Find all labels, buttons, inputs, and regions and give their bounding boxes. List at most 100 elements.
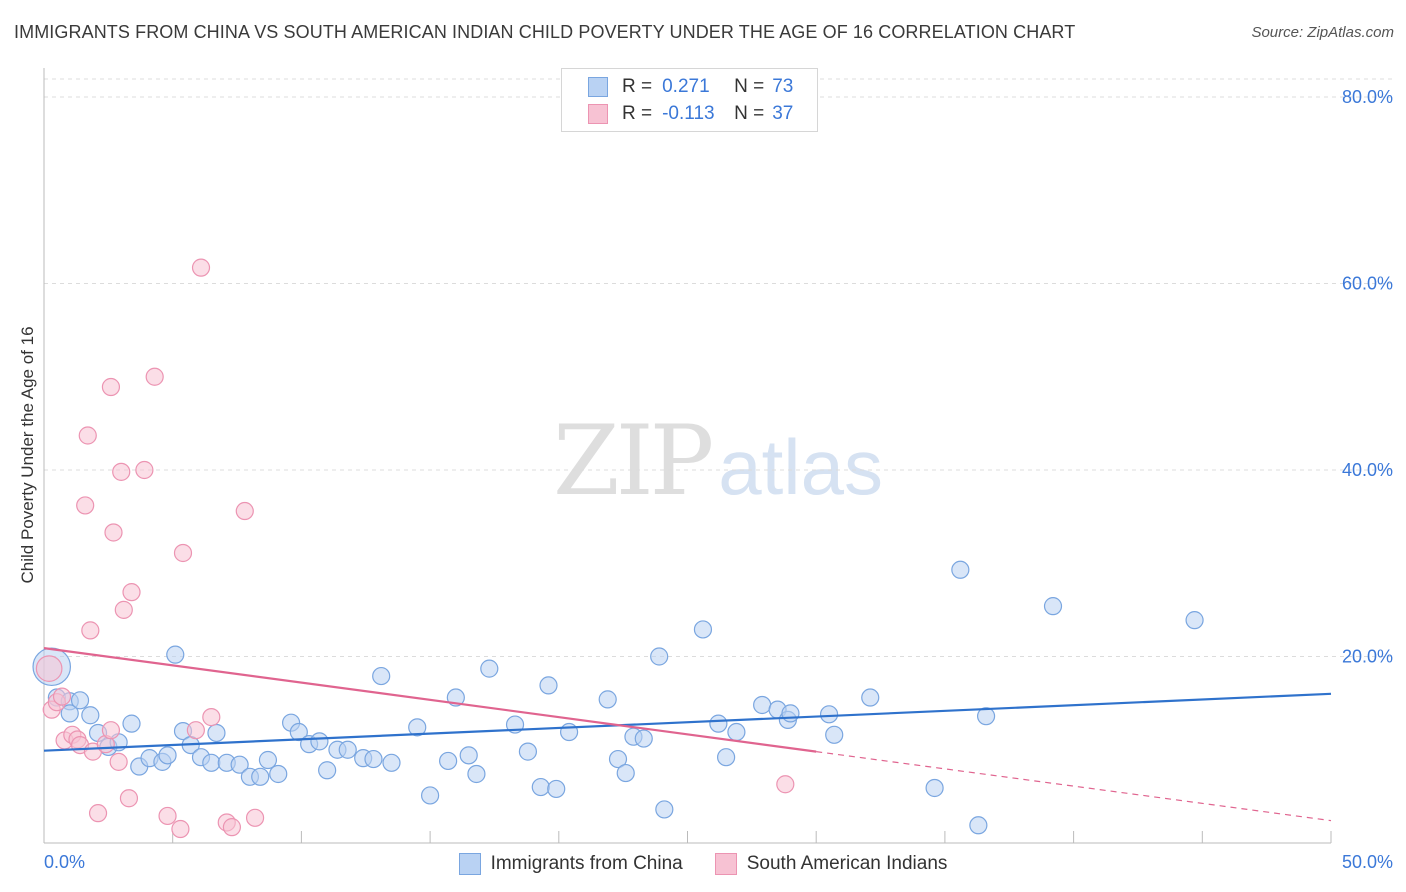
- china-point: [518, 742, 538, 761]
- south-american-indian-point: [35, 655, 63, 682]
- legend-r-value: -0.113: [662, 103, 715, 124]
- south-american-indian-point: [76, 496, 95, 515]
- series-swatch-china: [458, 853, 481, 875]
- south-american-indian-point: [81, 621, 100, 640]
- china-trend-line: [43, 692, 1332, 752]
- legend-n-value: 73: [772, 76, 794, 97]
- china-point: [825, 725, 844, 744]
- legend-swatch-south-american-indians: [588, 104, 608, 124]
- watermark: ZIP atlas: [553, 405, 883, 517]
- china-point: [467, 764, 486, 784]
- south-american-indian-point: [222, 818, 242, 837]
- south-american-indian-point: [114, 600, 133, 619]
- china-point: [310, 732, 329, 751]
- x-tick-label: 50.0%: [1342, 852, 1393, 872]
- south-american-indian-point: [119, 789, 139, 808]
- china-point: [976, 707, 996, 726]
- legend-n-value: 37: [772, 103, 794, 124]
- china-point: [421, 786, 440, 805]
- series-legend: Immigrants from China South American Ind…: [0, 852, 1406, 876]
- china-point: [258, 750, 278, 770]
- y-tick-label: 80.0%: [1342, 87, 1393, 107]
- china-point: [951, 560, 970, 579]
- x-tick-label: 0.0%: [44, 852, 85, 872]
- south-american-indian-point: [135, 460, 154, 480]
- china-point: [439, 751, 458, 771]
- china-point: [480, 659, 499, 678]
- source-credit: Source: ZipAtlas.com: [1251, 24, 1394, 41]
- series-swatch-south-american-indians: [714, 853, 737, 875]
- legend-n-label: N =: [734, 76, 765, 97]
- legend-r-label: R =: [622, 76, 653, 97]
- china-point: [969, 816, 988, 835]
- series-legend-china: Immigrants from China: [458, 853, 683, 875]
- y-tick-label: 40.0%: [1342, 460, 1393, 480]
- china-point: [202, 753, 221, 772]
- china-point: [819, 705, 839, 724]
- south-american-indian-point: [101, 377, 121, 397]
- china-point: [559, 722, 579, 742]
- china-point: [230, 755, 249, 774]
- correlation-legend: R = 0.271 N = 73 R = -0.113 N = 37: [561, 68, 818, 132]
- series-legend-south-american-indians: South American Indians: [714, 853, 947, 875]
- south-american-indian-trend-line: [43, 647, 817, 753]
- south-american-indian-point: [191, 258, 211, 277]
- legend-n-label: N =: [734, 103, 765, 124]
- south-american-indian-point: [186, 721, 205, 740]
- y-axis-label: Child Poverty Under the Age of 16: [18, 326, 37, 584]
- china-point: [459, 746, 478, 765]
- china-point: [616, 763, 635, 783]
- legend-row-south-american-indians: R = -0.113 N = 37: [588, 102, 793, 126]
- china-point: [598, 690, 617, 709]
- south-american-indian-point: [202, 708, 221, 727]
- china-point: [709, 714, 728, 733]
- china-point: [781, 704, 800, 723]
- china-point: [372, 666, 391, 686]
- china-point: [289, 722, 308, 742]
- y-tick-label: 20.0%: [1342, 647, 1393, 667]
- china-point: [166, 645, 185, 664]
- china-point: [1043, 597, 1063, 616]
- china-point: [269, 764, 288, 784]
- china-point: [634, 729, 653, 748]
- china-point: [1185, 611, 1204, 630]
- china-point: [650, 647, 669, 666]
- legend-row-china: R = 0.271 N = 73: [588, 75, 793, 99]
- china-point: [547, 779, 566, 799]
- china-point: [608, 749, 628, 769]
- south-american-indian-point: [112, 462, 131, 481]
- legend-r-value: 0.271: [662, 76, 710, 97]
- china-point: [539, 676, 558, 695]
- watermark-atlas: atlas: [718, 423, 883, 511]
- china-point: [60, 704, 79, 723]
- south-american-indian-point: [158, 806, 177, 826]
- china-point: [753, 695, 772, 715]
- china-point: [251, 767, 270, 786]
- chart-title: IMMIGRANTS FROM CHINA VS SOUTH AMERICAN …: [14, 22, 1076, 42]
- south-american-indian-point: [52, 687, 72, 706]
- legend-swatch-china: [588, 77, 608, 97]
- y-tick-label: 60.0%: [1342, 274, 1393, 294]
- south-american-indian-point: [109, 752, 128, 771]
- china-point: [925, 778, 944, 798]
- legend-r-label: R =: [622, 103, 653, 124]
- china-point: [861, 688, 880, 707]
- china-point: [531, 777, 550, 797]
- china-point: [717, 748, 736, 767]
- china-point: [338, 740, 357, 759]
- china-point: [158, 746, 177, 765]
- watermark-zip: ZIP: [553, 405, 714, 517]
- south-american-indian-point: [122, 583, 141, 602]
- china-point: [693, 620, 713, 639]
- china-point: [318, 761, 337, 780]
- south-american-indian-point: [245, 808, 265, 827]
- china-point: [655, 800, 674, 819]
- south-american-indian-point: [173, 543, 193, 563]
- south-american-indian-point: [171, 819, 190, 839]
- south-american-indian-point: [78, 426, 97, 445]
- south-american-indian-point: [145, 367, 164, 386]
- south-american-indian-point: [235, 501, 254, 521]
- south-american-indian-point: [101, 721, 121, 740]
- china-point: [364, 749, 383, 769]
